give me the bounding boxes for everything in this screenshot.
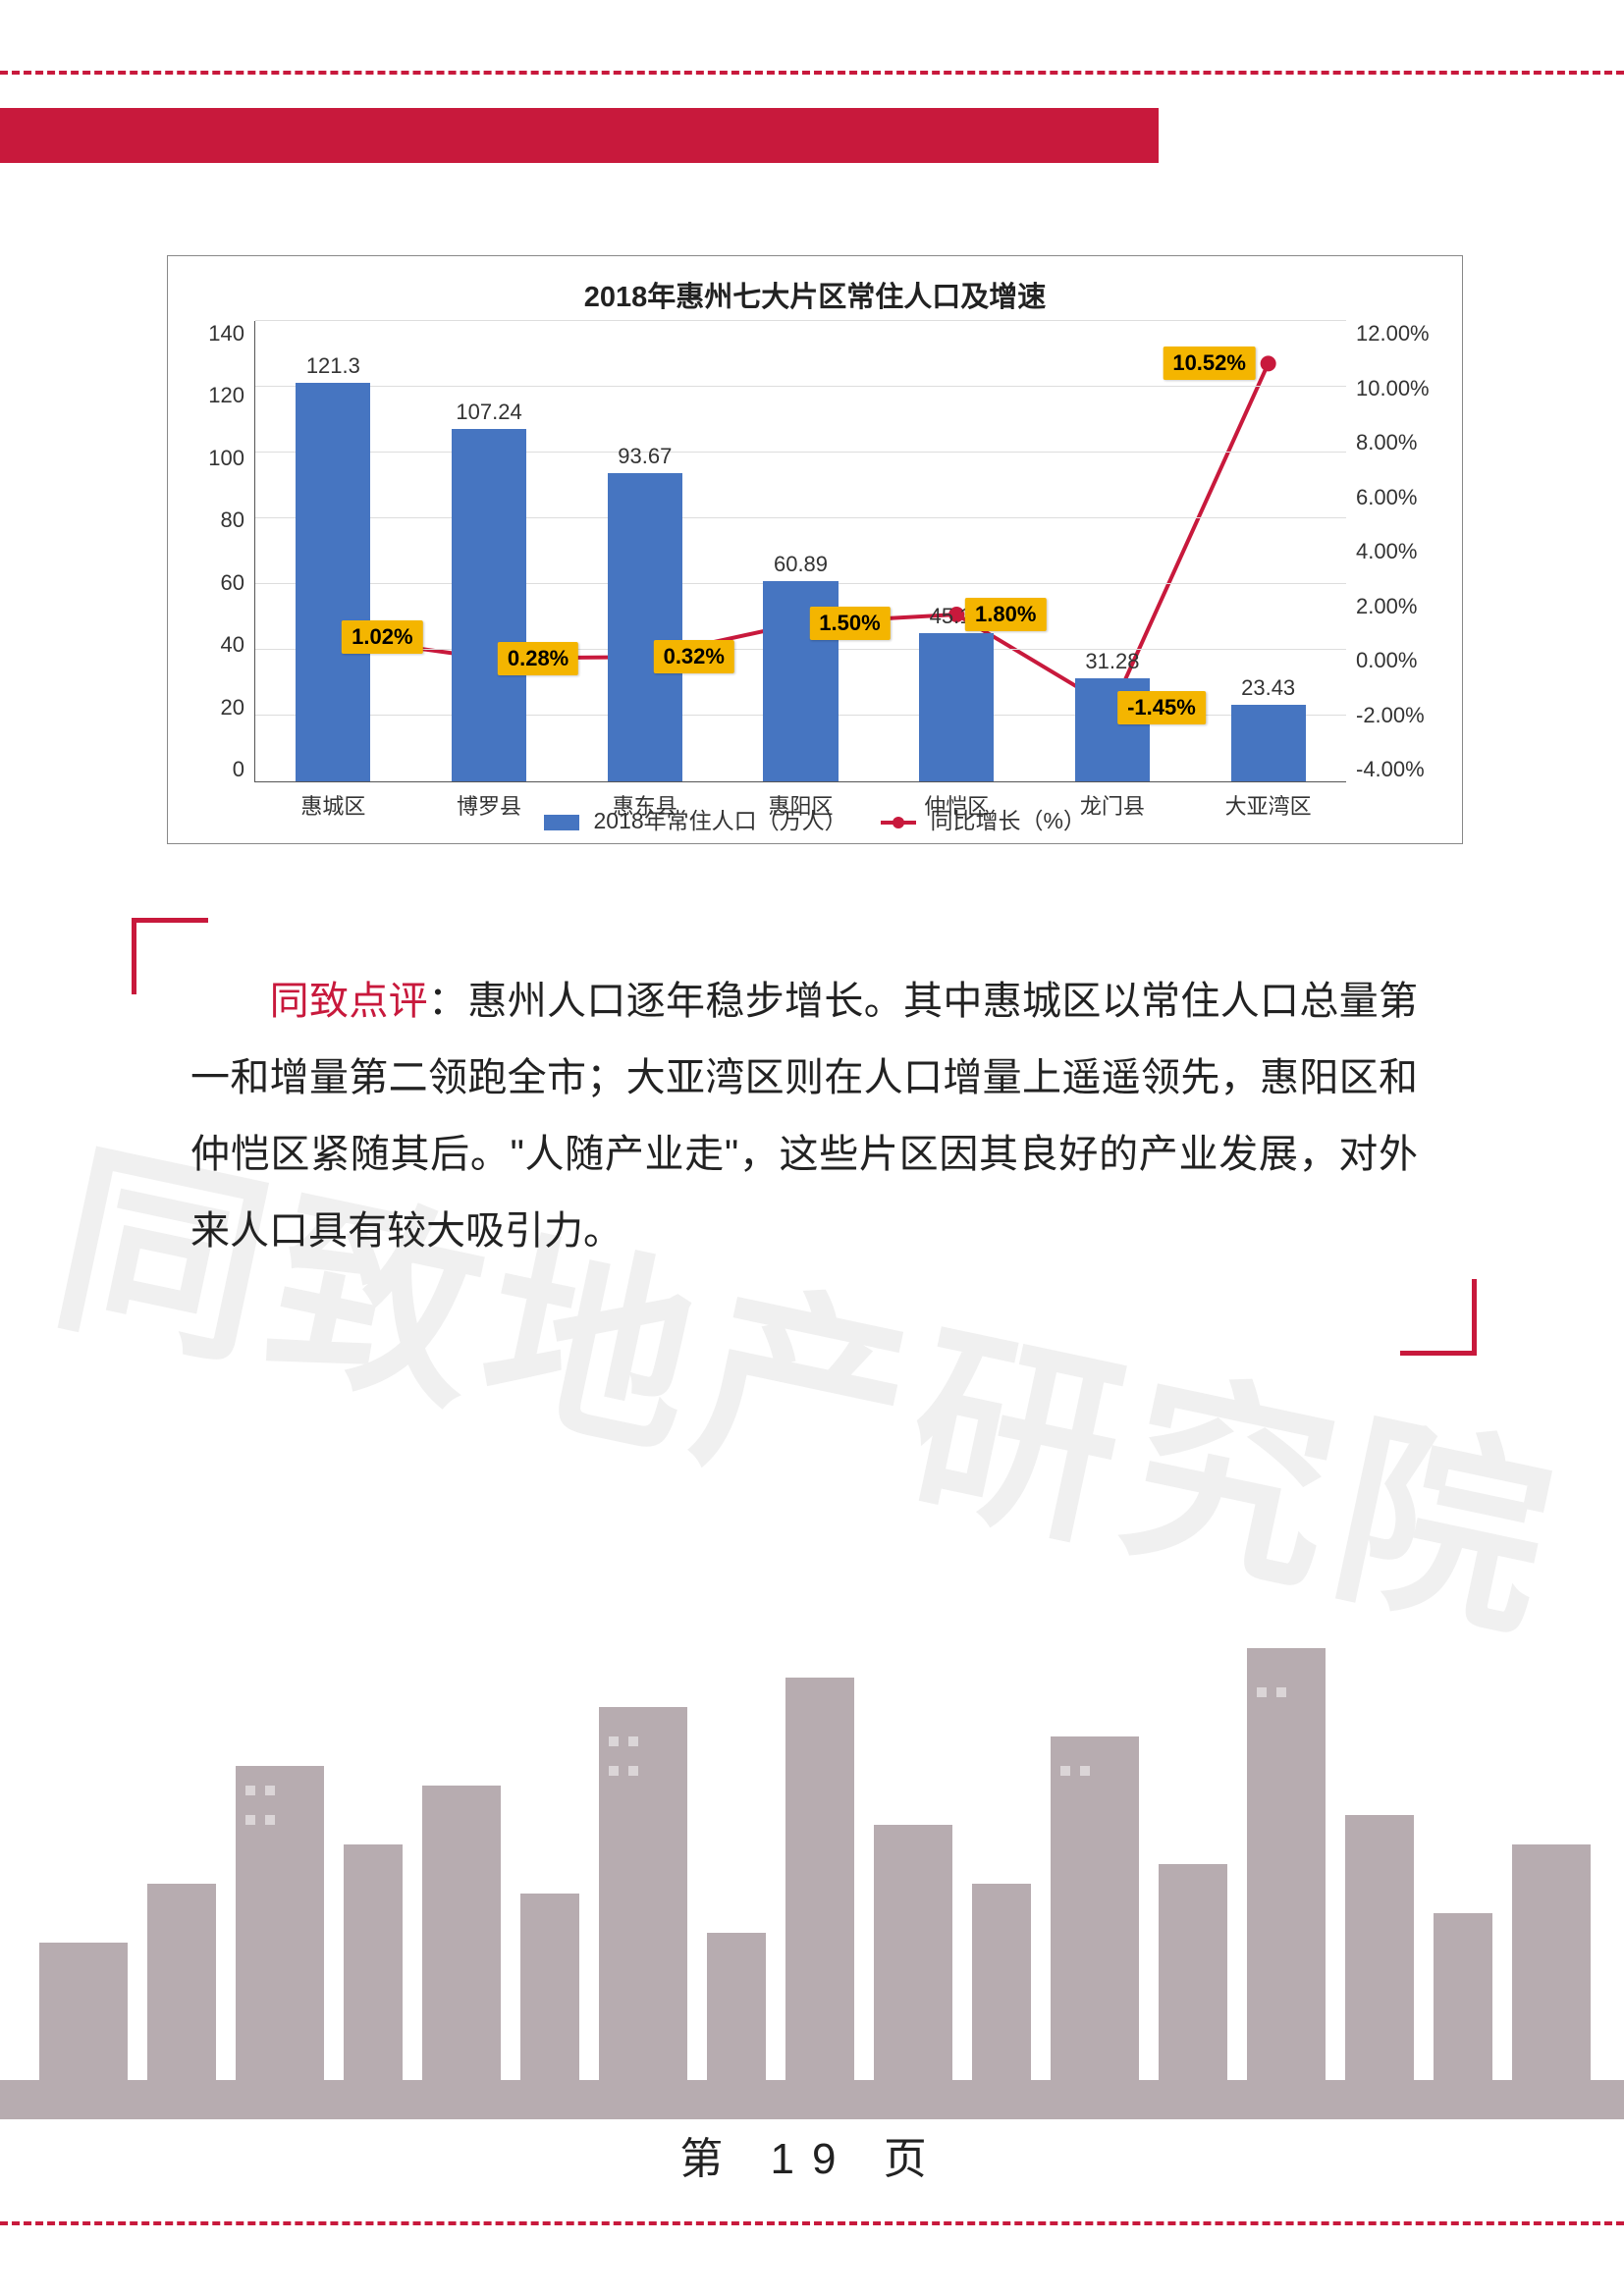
chart-plot-area: 140120100806040200 12.00%10.00%8.00%6.00… [186,321,1444,782]
legend-line-swatch [881,821,916,825]
bar [1231,705,1306,781]
chart-title: 2018年惠州七大片区常住人口及增速 [186,274,1444,315]
commentary-lead: 同致点评 [270,980,428,1023]
top-dashed-rule [0,71,1624,75]
legend-line-label: 同比增长（%） [930,808,1085,833]
commentary-frame: 同致点评：惠州人口逐年稳步增长。其中惠城区以常住人口总量第一和增量第二领跑全市；… [132,918,1477,1356]
page-number: 第 19 页 [0,2123,1624,2186]
bottom-dashed-rule [0,2221,1624,2225]
header-accent-bar [0,108,1159,163]
pct-label: 1.50% [809,607,890,640]
pct-label: -1.45% [1117,691,1206,724]
page-num-value: 19 [771,2135,854,2183]
bar-value-label: 93.67 [618,444,672,469]
y-right-axis: 12.00%10.00%8.00%6.00%4.00%2.00%0.00%-2.… [1356,321,1444,782]
pct-label: 1.02% [342,620,422,654]
bar-value-label: 60.89 [774,552,828,577]
bar-value-label: 23.43 [1241,675,1295,701]
bar [919,633,994,781]
bar [608,473,682,781]
bar-value-label: 31.28 [1085,649,1139,674]
plot-inner: 121.3惠城区1.02%107.24博罗县0.28%93.67惠东县0.32%… [254,321,1346,782]
page-suffix: 页 [884,2135,945,2183]
pct-label: 0.28% [498,642,578,675]
commentary-sep: ： [428,980,467,1023]
chart-legend: 2018年常住人口（万人） 同比增长（%） [168,802,1462,835]
page-prefix: 第 [679,2135,740,2183]
legend-bar-label: 2018年常住人口（万人） [593,808,846,833]
y-left-axis: 140120100806040200 [186,321,244,782]
bar [296,383,370,781]
pct-label: 10.52% [1163,347,1256,380]
commentary-text: 同致点评：惠州人口逐年稳步增长。其中惠城区以常住人口总量第一和增量第二领跑全市；… [190,963,1418,1269]
population-chart: 2018年惠州七大片区常住人口及增速 140120100806040200 12… [167,255,1463,844]
bar-value-label: 121.3 [306,353,360,379]
bar [452,429,526,781]
skyline-illustration [0,1589,1624,2119]
bar-value-label: 107.24 [456,400,521,425]
legend-bar-swatch [544,815,579,830]
pct-label: 1.80% [965,598,1046,631]
pct-label: 0.32% [654,640,734,673]
frame-corner-br [1400,1279,1477,1356]
